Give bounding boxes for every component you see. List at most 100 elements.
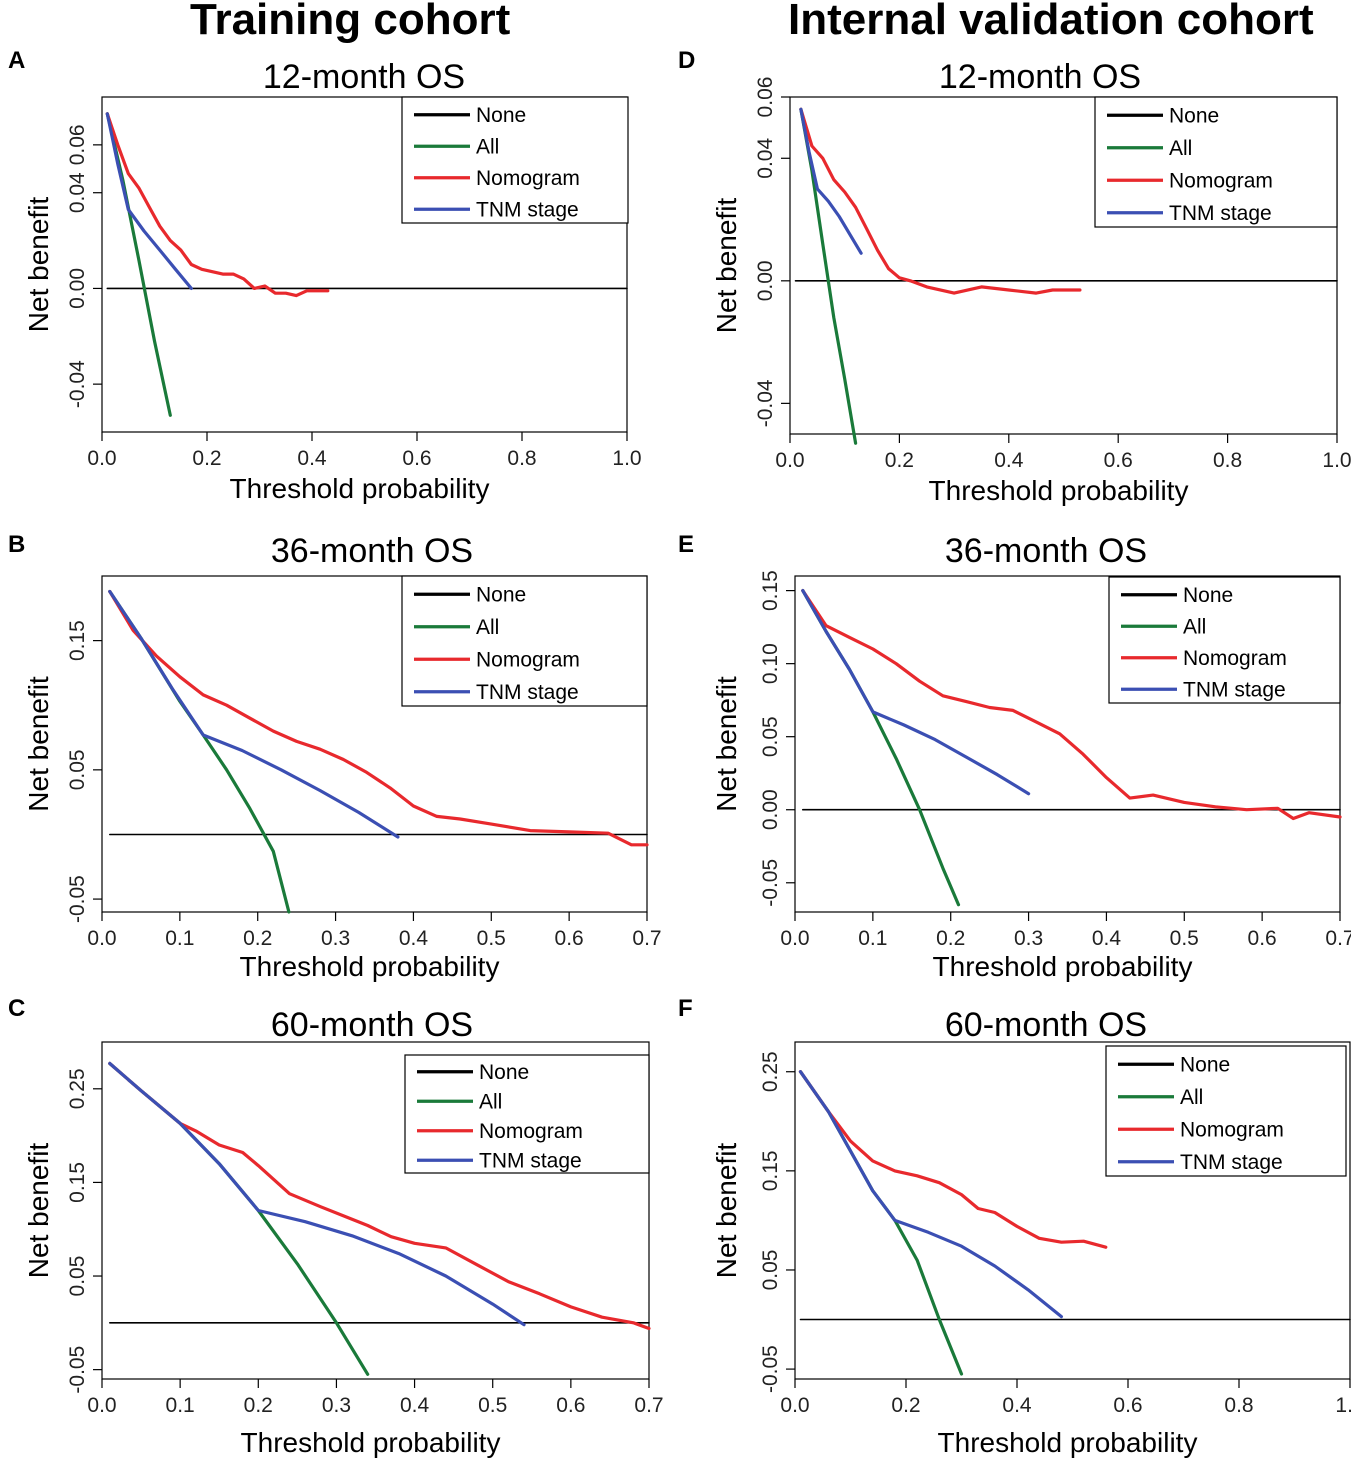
y-tick-label: 0.10 (759, 643, 782, 684)
legend: None All Nomogram TNM stage (1108, 576, 1341, 704)
x-tick-label: 0.3 (1014, 927, 1043, 950)
y-tick-label: -0.04 (66, 360, 89, 408)
legend-label: All (476, 616, 499, 639)
plot-frame (794, 1041, 1351, 1380)
x-tick-label: 0.0 (87, 1394, 116, 1417)
x-tick-label: 0.2 (192, 447, 221, 470)
series-line-nomogram (108, 589, 649, 847)
legend-label: TNM stage (479, 1149, 582, 1172)
y-tick-label: 0.05 (66, 749, 89, 790)
y-tick-label: -0.05 (759, 1345, 782, 1393)
y-tick-label: 0.25 (66, 1068, 89, 1109)
y-tick-label: 0.06 (754, 77, 777, 118)
x-axis-label: Threshold probability (241, 1427, 501, 1458)
y-axis-label: Net benefit (23, 197, 54, 333)
plot-title: 12-month OS (263, 58, 465, 96)
x-tick-label: 0.6 (402, 447, 431, 470)
y-axis-label: Net benefit (23, 1143, 54, 1279)
x-tick-label: 1.0 (1335, 1394, 1351, 1417)
series-line-all (108, 589, 291, 914)
y-tick-label: 0.00 (66, 268, 89, 309)
x-tick-label: 0.0 (87, 927, 116, 950)
x-tick-label: 1.0 (1322, 449, 1351, 472)
panel-d: D 12-month OS 0.0 0.2 0.4 0.6 0.8 1.0 -0.04 0.00 0… (678, 47, 1351, 506)
x-tick-label: 0.2 (891, 1394, 920, 1417)
x-tick-label: 0.8 (507, 447, 536, 470)
series-line-nomogram (105, 112, 330, 298)
plot-frame (101, 575, 648, 913)
x-tick-label: 0.3 (322, 1394, 351, 1417)
legend-label: None (1169, 104, 1219, 127)
y-tick-label: -0.05 (759, 859, 782, 907)
x-tick-label: 1.0 (612, 447, 641, 470)
legend-label: None (1183, 584, 1233, 607)
x-tick-label: 0.6 (1113, 1394, 1142, 1417)
y-tick-label: 0.05 (66, 1256, 89, 1297)
legend-label: All (479, 1090, 502, 1113)
legend: None All Nomogram TNM stage (401, 575, 648, 707)
y-tick-label: 0.05 (759, 716, 782, 757)
y-axis-label: Net benefit (711, 198, 742, 334)
column-title-training: Training cohort (190, 0, 511, 44)
series-line-tnm-stage (105, 112, 193, 290)
plot-title: 60-month OS (945, 1006, 1147, 1044)
plot-frame (794, 575, 1341, 913)
x-tick-label: 0.7 (1325, 927, 1351, 950)
y-tick-label: 0.25 (759, 1051, 782, 1092)
x-tick-label: 0.4 (400, 1394, 430, 1417)
panel-letter: D (678, 47, 695, 74)
legend-label: TNM stage (1169, 202, 1272, 225)
x-tick-label: 0.0 (775, 449, 804, 472)
series-line-nomogram (798, 1070, 1108, 1249)
x-tick-label: 0.6 (1248, 927, 1277, 950)
legend: None All Nomogram TNM stage (1094, 96, 1338, 228)
x-tick-label: 0.4 (399, 927, 429, 950)
legend-label: Nomogram (1169, 169, 1273, 192)
x-axis-label: Threshold probability (929, 475, 1189, 506)
legend-label: TNM stage (476, 198, 579, 221)
series-line-tnm-stage (108, 589, 400, 839)
legend-label: All (1169, 137, 1192, 160)
panel-letter: F (678, 995, 693, 1022)
y-tick-label: 0.04 (66, 172, 89, 213)
plot-title: 36-month OS (271, 532, 473, 570)
legend-label: All (1180, 1086, 1203, 1109)
x-tick-label: 0.5 (477, 927, 506, 950)
x-tick-label: 0.0 (780, 1394, 809, 1417)
series-line-all (108, 1061, 370, 1376)
plot-title: 60-month OS (271, 1006, 473, 1044)
y-tick-label: 0.06 (66, 124, 89, 165)
y-tick-label: 0.15 (759, 570, 782, 611)
legend: None All Nomogram TNM stage (404, 1054, 650, 1174)
series-line-tnm-stage (108, 1061, 526, 1327)
panel-c: C 60-month OS 0.0 0.1 0.2 0.3 0.4 0.5 0.6 0.7 -0.0… (8, 995, 664, 1458)
panel-letter: C (8, 995, 25, 1022)
series-line-tnm-stage (798, 1070, 1064, 1319)
legend-label: None (476, 104, 526, 127)
y-tick-label: 0.15 (66, 620, 89, 661)
legend-box (1094, 96, 1338, 228)
y-tick-label: 0.15 (759, 1150, 782, 1191)
x-tick-label: 0.0 (87, 447, 116, 470)
plot-frame (101, 96, 628, 433)
legend-label: Nomogram (1180, 1118, 1284, 1141)
legend-label: Nomogram (1183, 647, 1287, 670)
legend-label: TNM stage (1180, 1151, 1283, 1174)
series-line-nomogram (801, 588, 1342, 821)
x-tick-label: 0.8 (1224, 1394, 1253, 1417)
legend-label: None (476, 583, 526, 606)
y-axis-label: Net benefit (23, 676, 54, 812)
x-tick-label: 0.2 (885, 449, 914, 472)
panel-letter: E (678, 531, 694, 558)
x-tick-label: 0.4 (1002, 1394, 1032, 1417)
legend-box (401, 575, 648, 707)
x-tick-label: 0.2 (936, 927, 965, 950)
y-tick-label: -0.05 (66, 875, 89, 923)
legend-label: None (1180, 1053, 1230, 1076)
legend-label: All (476, 135, 499, 158)
legend-box (404, 1054, 650, 1174)
panel-f: F 60-month OS 0.0 0.2 0.4 0.6 0.8 1.0 -0.05 0.05 0… (678, 995, 1351, 1458)
series-line-nomogram (799, 107, 1082, 295)
x-tick-label: 0.2 (244, 1394, 273, 1417)
